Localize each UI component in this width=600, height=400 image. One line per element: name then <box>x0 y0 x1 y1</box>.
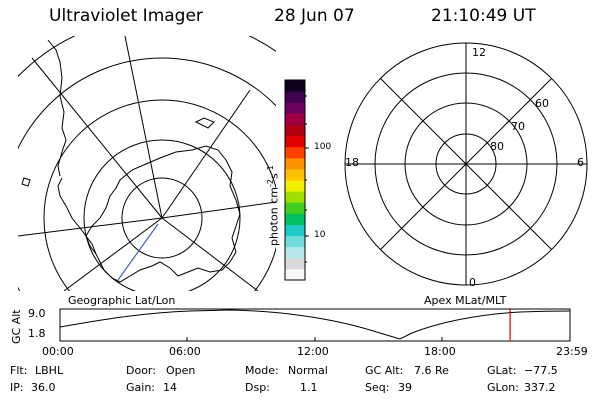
island <box>194 117 215 129</box>
geo-meridian <box>161 217 259 291</box>
colorbar-swatch <box>285 202 305 214</box>
geo-lat-circle <box>121 177 203 259</box>
mode-value: Normal <box>288 364 328 377</box>
flt-value: LBHL <box>35 364 64 377</box>
altitude-x-label-0600: 06:00 <box>169 345 201 358</box>
gain-label: Gain: <box>126 381 155 394</box>
glat-label: GLat: <box>487 364 517 377</box>
geo-lat-circle <box>18 36 276 78</box>
colorbar-swatch <box>285 257 305 270</box>
apex-grid <box>344 42 588 286</box>
mlt-label-6: 6 <box>577 156 584 169</box>
geo-lat-circle <box>18 57 276 291</box>
instrument-title: Ultraviolet Imager <box>49 6 203 26</box>
antarctica-coastline <box>85 145 241 283</box>
mlat-label-80: 80 <box>490 140 504 153</box>
seq-value: 39 <box>398 381 412 394</box>
glat-value: −77.5 <box>524 364 558 377</box>
colorbar-swatch <box>285 213 305 225</box>
apex-diagonal <box>380 78 552 250</box>
colorbar-swatch <box>285 124 305 137</box>
seq-label: Seq: <box>365 381 390 394</box>
colorbar-swatch <box>285 91 305 103</box>
colorbar-label-100: 100 <box>314 142 332 152</box>
geo-meridian <box>124 36 163 219</box>
observation-date: 28 Jun 07 <box>274 6 355 26</box>
ip-label: IP: <box>10 381 24 394</box>
mlat-label-60: 60 <box>535 97 549 110</box>
door-value: Open <box>166 364 196 377</box>
altitude-y-tick-min: 1.8 <box>28 327 46 340</box>
door-label: Door: <box>126 364 156 377</box>
colorbar-label-10: 10 <box>314 230 326 240</box>
mode-label: Mode: <box>245 364 279 377</box>
geographic-panel-label: Geographic Lat/Lon <box>68 294 176 307</box>
colorbar-swatch <box>285 113 305 125</box>
colorbar-swatch <box>285 180 305 192</box>
geo-lat-circle <box>83 139 241 291</box>
colorbar-swatch <box>285 168 305 181</box>
altitude-curve <box>59 309 571 340</box>
gcalt-label: GC Alt: <box>365 364 404 377</box>
colorbar-swatch <box>285 157 305 170</box>
geo-meridian <box>18 217 163 237</box>
altitude-x-label-1800: 18:00 <box>424 345 456 358</box>
ground-track <box>117 223 159 281</box>
geo-meridian <box>31 57 163 219</box>
flt-label: Flt: <box>10 364 28 377</box>
mlt-label-18: 18 <box>345 156 359 169</box>
geo-meridian <box>161 89 251 219</box>
geo-lat-circle <box>43 99 276 291</box>
colorbar-swatch <box>285 224 305 237</box>
colorbar-unit-label: photon cm-2s-1 <box>266 165 281 246</box>
colorbar-swatch <box>285 268 305 281</box>
colorbar-frame <box>284 79 306 281</box>
altitude-x-label-2359: 23:59 <box>556 345 588 358</box>
colorbar-swatch <box>285 235 305 248</box>
altitude-x-label-1200: 12:00 <box>297 345 329 358</box>
colorbar <box>284 79 309 281</box>
colorbar-swatch <box>285 146 305 159</box>
dsp-value: 1.1 <box>300 381 318 394</box>
mlt-label-0: 0 <box>469 276 476 289</box>
colorbar-swatch <box>285 246 305 259</box>
colorbar-swatch <box>285 102 305 114</box>
glon-value: 337.2 <box>524 381 556 394</box>
geo-meridian <box>63 217 163 291</box>
dsp-label: Dsp: <box>245 381 270 394</box>
gain-value: 14 <box>163 381 177 394</box>
colorbar-swatch <box>285 191 305 203</box>
altitude-plot <box>59 308 571 342</box>
colorbar-swatch <box>285 135 305 148</box>
ip-value: 36.0 <box>31 381 56 394</box>
colorbar-swatch <box>285 80 305 92</box>
antarctic-peninsula <box>57 177 97 255</box>
island <box>21 177 31 187</box>
glon-label: GLon: <box>487 381 519 394</box>
mlt-label-12: 12 <box>472 46 486 59</box>
geographic-map <box>18 36 276 291</box>
altitude-y-tick-max: 9.0 <box>28 307 46 320</box>
apex-panel-label: Apex MLat/MLT <box>424 294 507 307</box>
mlat-label-70: 70 <box>511 120 525 133</box>
altitude-ylabel: GC Alt <box>10 309 23 344</box>
gcalt-value: 7.6 Re <box>414 364 449 377</box>
south-america-tip <box>47 39 67 177</box>
observation-time: 21:10:49 UT <box>431 6 536 26</box>
altitude-x-label-0000: 00:00 <box>42 345 74 358</box>
geo-meridian <box>161 201 276 219</box>
